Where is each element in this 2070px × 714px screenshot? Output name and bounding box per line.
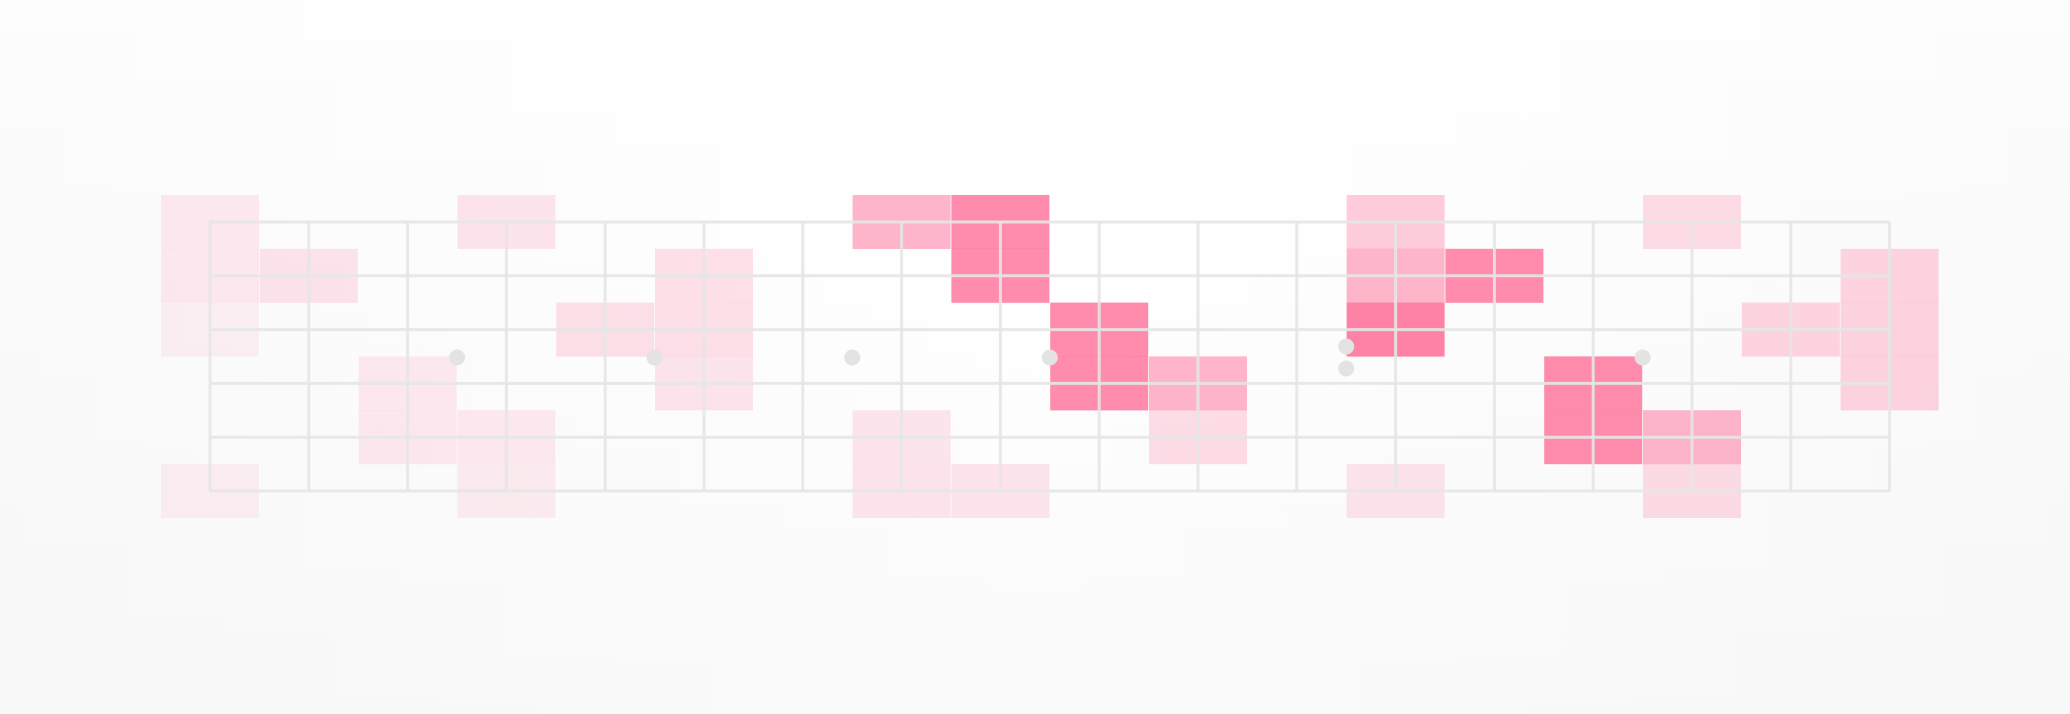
fret-marker-dot — [1338, 360, 1355, 377]
fret-marker-dot — [1634, 349, 1651, 366]
fret-marker-dot — [646, 349, 663, 366]
fretboard-grid — [208, 220, 1892, 493]
fret-marker-layer — [449, 338, 1651, 377]
fret-marker-dot — [449, 349, 465, 366]
fret-marker-dot — [1338, 338, 1355, 355]
fret-marker-dot — [1041, 349, 1058, 366]
fret-marker-dot — [844, 349, 861, 366]
